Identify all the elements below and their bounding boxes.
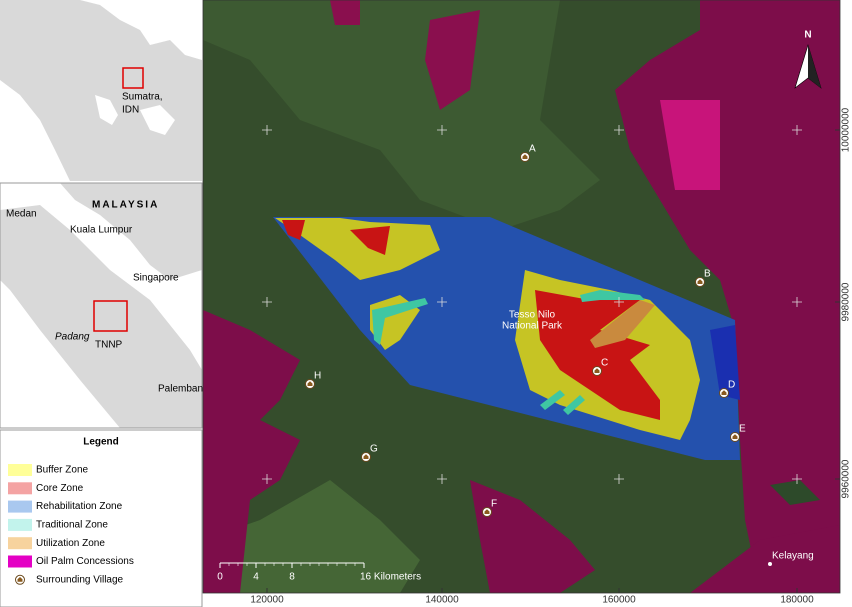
village-house xyxy=(594,368,600,373)
village-house xyxy=(697,279,703,284)
y-coord-label: 9960000 xyxy=(841,459,852,498)
village-label: H xyxy=(314,371,321,382)
village-house xyxy=(17,577,23,582)
terrain xyxy=(203,0,600,230)
oil-palm xyxy=(470,480,595,593)
rehabilitation-zone xyxy=(710,325,740,400)
north-label: N xyxy=(804,30,811,41)
traditional-zone xyxy=(372,298,428,345)
region-frame xyxy=(0,182,203,429)
legend-label: Core Zone xyxy=(36,483,84,494)
village-label: A xyxy=(529,144,536,155)
legend-title: Legend xyxy=(83,437,119,448)
frame-bottom xyxy=(203,593,852,607)
legend-label: Oil Palm Concessions xyxy=(36,556,134,567)
village-label: D xyxy=(728,380,735,391)
place-label: Kuala Lumpur xyxy=(70,225,133,236)
terrain xyxy=(203,480,420,593)
grid-cross xyxy=(262,474,272,484)
legend-label: Rehabilitation Zone xyxy=(36,501,123,512)
place-label: Singapore xyxy=(133,273,179,284)
grid-cross xyxy=(792,125,802,135)
village-house xyxy=(721,390,727,395)
park-label: National Park xyxy=(502,321,563,332)
scale-label: 0 xyxy=(217,572,223,583)
grid-cross xyxy=(262,125,272,135)
town-label: Kelayang xyxy=(772,551,814,562)
y-coord-label: 9980000 xyxy=(841,282,852,321)
inset-label: Sumatra, xyxy=(122,92,163,103)
malaysia-land xyxy=(60,183,202,280)
legend-swatch xyxy=(8,464,32,476)
clearing xyxy=(770,480,820,505)
village-house xyxy=(363,454,369,459)
map-frame xyxy=(202,0,841,594)
scale-label: 4 xyxy=(253,572,259,583)
place-label: Palembang xyxy=(158,384,209,395)
legend-label: Traditional Zone xyxy=(36,520,108,531)
town-marker xyxy=(768,562,772,566)
grid-cross xyxy=(614,125,624,135)
village-label: E xyxy=(739,424,746,435)
inset-label: IDN xyxy=(122,105,139,116)
legend-swatch xyxy=(8,482,32,495)
legend-swatch xyxy=(8,518,32,531)
legend-label: Surrounding Village xyxy=(36,574,124,585)
place-label: Medan xyxy=(6,209,37,220)
village-label: G xyxy=(370,444,378,455)
village-house xyxy=(307,381,313,386)
core-zone xyxy=(535,290,660,420)
village-house xyxy=(732,434,738,439)
legend-label: Utilization Zone xyxy=(36,538,105,549)
place-label: MALAYSIA xyxy=(92,200,159,211)
core-zone xyxy=(282,220,390,255)
grid-cross xyxy=(614,297,624,307)
x-coord-label: 160000 xyxy=(602,595,636,606)
legend-swatch xyxy=(8,555,32,568)
village-house xyxy=(484,509,490,514)
village-label: C xyxy=(601,358,608,369)
scale-label: 16 Kilometers xyxy=(360,572,421,583)
site-label: TNNP xyxy=(95,340,123,351)
locator-box xyxy=(122,67,144,89)
grid-cross xyxy=(437,125,447,135)
grid-cross xyxy=(792,474,802,484)
sumatra-land xyxy=(0,205,202,428)
village-house xyxy=(522,154,528,159)
legend-box xyxy=(0,429,203,607)
grid-cross xyxy=(792,297,802,307)
ocean xyxy=(0,0,202,181)
oil-palm xyxy=(330,0,480,110)
legend-swatch xyxy=(8,500,32,513)
x-coord-label: 120000 xyxy=(250,595,284,606)
legend-label: Buffer Zone xyxy=(36,465,89,476)
grid-cross xyxy=(437,297,447,307)
grid-cross xyxy=(262,297,272,307)
buffer-zone xyxy=(275,218,440,280)
north-arrow-shade xyxy=(808,45,821,88)
scale-label: 8 xyxy=(289,572,295,583)
site-box xyxy=(93,300,128,332)
y-coord-label: 10000000 xyxy=(841,107,852,152)
park-label: Tesso Nilo xyxy=(509,310,556,321)
frame-right xyxy=(840,0,852,607)
oil-palm-dense xyxy=(660,100,720,190)
oil-palm xyxy=(690,525,840,593)
utilization-zone xyxy=(590,300,655,348)
x-coord-label: 140000 xyxy=(425,595,459,606)
grid-cross xyxy=(437,474,447,484)
village-label: F xyxy=(491,499,497,510)
oil-palm xyxy=(203,310,300,593)
x-coord-label: 180000 xyxy=(780,595,814,606)
village-label: B xyxy=(704,269,711,280)
place-label: Padang xyxy=(55,332,90,343)
legend-swatch xyxy=(8,537,32,550)
traditional-zone xyxy=(540,290,645,415)
grid-cross xyxy=(614,474,624,484)
